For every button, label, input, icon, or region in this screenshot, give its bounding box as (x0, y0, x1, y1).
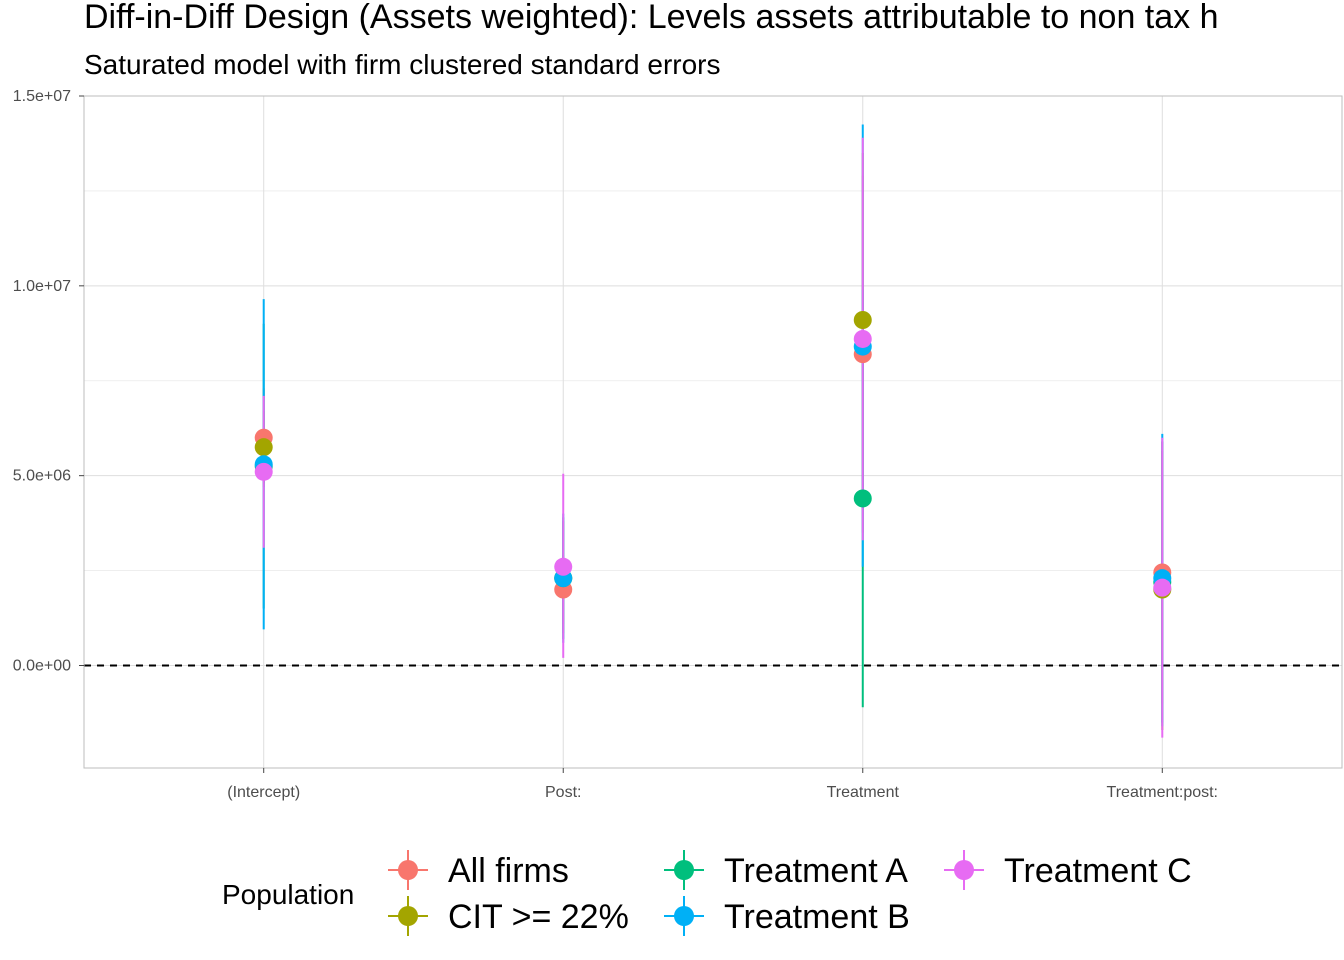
legend-key-point (674, 906, 694, 926)
legend-key-point (398, 906, 418, 926)
legend-item: Treatment B (664, 896, 910, 936)
chart-title: Diff-in-Diff Design (Assets weighted): L… (84, 0, 1219, 36)
legend-label: Treatment C (1004, 852, 1192, 890)
legend-label: CIT >= 22% (448, 898, 629, 936)
legend-item: Treatment A (664, 850, 908, 890)
estimate-point (254, 438, 273, 457)
panel-border (83, 95, 1343, 769)
legend-item: All firms (388, 850, 569, 890)
estimate-point (853, 489, 872, 508)
estimate-point (1153, 578, 1172, 597)
legend-label: Treatment B (724, 898, 910, 936)
x-tick-label: Treatment:post: (1107, 784, 1218, 801)
x-tick-label: Post: (545, 784, 581, 801)
legend-label: All firms (448, 852, 569, 890)
legend: Population All firms CIT >= 22% Treatment … (222, 850, 1192, 936)
legend-key-point (674, 860, 694, 880)
legend-label: Treatment A (724, 852, 908, 890)
estimate-point (554, 557, 573, 576)
estimate-point (853, 329, 872, 348)
point-estimates (254, 311, 1172, 599)
y-tick-label: 0.0e+00 (13, 657, 71, 674)
axes: 0.0e+00 5.0e+06 1.0e+07 1.5e+07 (Intercept) P… (13, 88, 1343, 801)
legend-key-point (954, 860, 974, 880)
error-bars (262, 124, 1164, 738)
chart-subtitle: Saturated model with firm clustered stan… (84, 49, 721, 80)
estimate-point (853, 311, 872, 329)
legend-item: Treatment C (944, 850, 1192, 890)
legend-key-point (398, 860, 418, 880)
legend-item: CIT >= 22% (388, 896, 629, 936)
x-tick-label: Treatment (827, 784, 900, 801)
y-tick-label: 1.5e+07 (13, 88, 71, 105)
grid-lines (84, 95, 1342, 768)
estimate-point (254, 462, 273, 481)
y-tick-label: 5.0e+06 (13, 468, 71, 485)
y-tick-label: 1.0e+07 (13, 278, 71, 295)
legend-title: Population (222, 879, 354, 910)
x-tick-label: (Intercept) (227, 784, 300, 801)
